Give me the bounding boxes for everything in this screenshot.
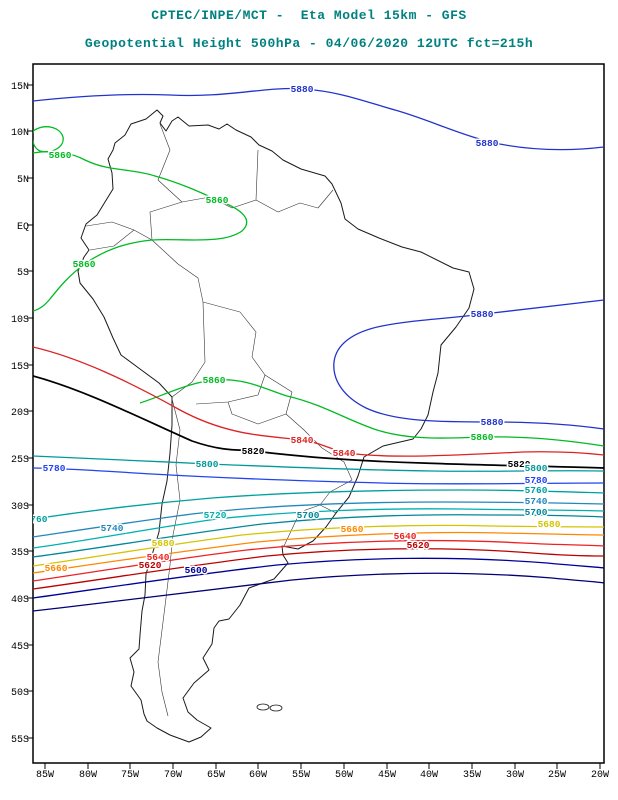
lat-label: 15N — [11, 82, 29, 93]
axis-ticks-bottom — [44, 763, 601, 769]
contour-line-5680 — [33, 524, 604, 567]
lat-label: 20S — [11, 408, 29, 419]
contour-line-5720 — [33, 508, 604, 549]
contour-line-5620 — [33, 548, 604, 590]
lat-label: 40S — [11, 595, 29, 606]
contour-label: 5840 — [291, 435, 314, 446]
contour-label: 5860 — [471, 432, 494, 443]
contour-line-5580 — [33, 572, 604, 612]
contour-label: 5760 — [25, 514, 48, 525]
contour-label: 5880 — [476, 138, 499, 149]
contour-label: 5800 — [525, 463, 548, 474]
contour-line-5860 — [33, 151, 248, 312]
contour-label: 5860 — [73, 259, 96, 270]
contour-label: 5640 — [147, 552, 170, 563]
lon-label: 65W — [207, 770, 225, 781]
contour-line-5840 — [33, 346, 604, 457]
lat-label: 10S — [11, 315, 29, 326]
country-borders — [85, 123, 353, 717]
contour-label: 5700 — [297, 510, 320, 521]
lat-label: 5N — [17, 175, 29, 186]
contour-line-5740 — [33, 501, 604, 538]
contour-label: 5860 — [49, 150, 72, 161]
lat-label: 30S — [11, 502, 29, 513]
lat-label: 25S — [11, 455, 29, 466]
contour-label: 5780 — [43, 463, 66, 474]
contour-label: 5680 — [152, 538, 175, 549]
falkland-island-west — [256, 703, 270, 711]
contour-label: 5860 — [203, 375, 226, 386]
contour-label: 5620 — [139, 560, 162, 571]
contour-line-5800 — [33, 455, 604, 472]
contour-line-5660 — [33, 531, 604, 574]
falkland-island-east — [269, 704, 283, 712]
contour-label: 5680 — [538, 519, 561, 530]
lat-label: 35S — [11, 548, 29, 559]
contour-label: 5600 — [185, 565, 208, 576]
contour-label: 5740 — [525, 496, 548, 507]
contour-label: 5660 — [341, 524, 364, 535]
contour-line-5860-central — [139, 379, 604, 447]
contour-line-5760 — [33, 489, 604, 520]
contour-label: 5880 — [291, 84, 314, 95]
lat-label: 15S — [11, 362, 29, 373]
lon-label: 40W — [420, 770, 438, 781]
lon-label: 35W — [463, 770, 481, 781]
lon-label: 80W — [79, 770, 97, 781]
contour-line-5700 — [33, 514, 604, 558]
contour-label: 5780 — [525, 475, 548, 486]
chart-title-field: Geopotential Height 500hPa - 04/06/2020 … — [85, 36, 533, 51]
lon-label: 75W — [121, 770, 139, 781]
contour-label: 5700 — [525, 507, 548, 518]
contour-line-5880 — [33, 87, 604, 151]
contour-label: 5660 — [45, 563, 68, 574]
lat-label: 10N — [11, 128, 29, 139]
contour-label: 5820 — [242, 446, 265, 457]
lat-label: 5S — [17, 268, 29, 279]
lon-label: 50W — [335, 770, 353, 781]
contour-label: 5860 — [206, 195, 229, 206]
contour-label: 5620 — [407, 540, 430, 551]
lon-label: 45W — [378, 770, 396, 781]
lon-label: 55W — [292, 770, 310, 781]
contour-line-5640 — [33, 539, 604, 582]
contour-line-5820 — [33, 375, 604, 469]
lat-label: 55S — [11, 735, 29, 746]
contour-label: 5640 — [394, 531, 417, 542]
south-america-coastline — [77, 109, 475, 743]
lon-label: 20W — [591, 770, 609, 781]
contour-label: 5840 — [333, 448, 356, 459]
lon-label: 85W — [36, 770, 54, 781]
plot-frame — [32, 63, 605, 764]
contour-label: 5800 — [196, 459, 219, 470]
lat-label: EQ — [17, 222, 29, 233]
lat-label: 45S — [11, 642, 29, 653]
axis-ticks-left — [27, 84, 33, 739]
contour-line-5860-loop — [33, 126, 64, 153]
contour-label: 5740 — [101, 523, 124, 534]
lon-label: 25W — [548, 770, 566, 781]
chart-title-model: CPTEC/INPE/MCT - Eta Model 15km - GFS — [151, 8, 466, 23]
contour-line-5780 — [33, 467, 604, 485]
contour-label: 5880 — [481, 417, 504, 428]
contour-label: 5720 — [204, 510, 227, 521]
contour-label: 5880 — [471, 309, 494, 320]
contour-label: 5760 — [525, 485, 548, 496]
lon-label: 30W — [506, 770, 524, 781]
lon-label: 70W — [164, 770, 182, 781]
contour-line-5880-ridge — [333, 299, 604, 430]
lon-label: 60W — [249, 770, 267, 781]
contour-line-5600 — [33, 557, 604, 599]
contour-label: 5820 — [508, 459, 531, 470]
lat-label: 50S — [11, 688, 29, 699]
